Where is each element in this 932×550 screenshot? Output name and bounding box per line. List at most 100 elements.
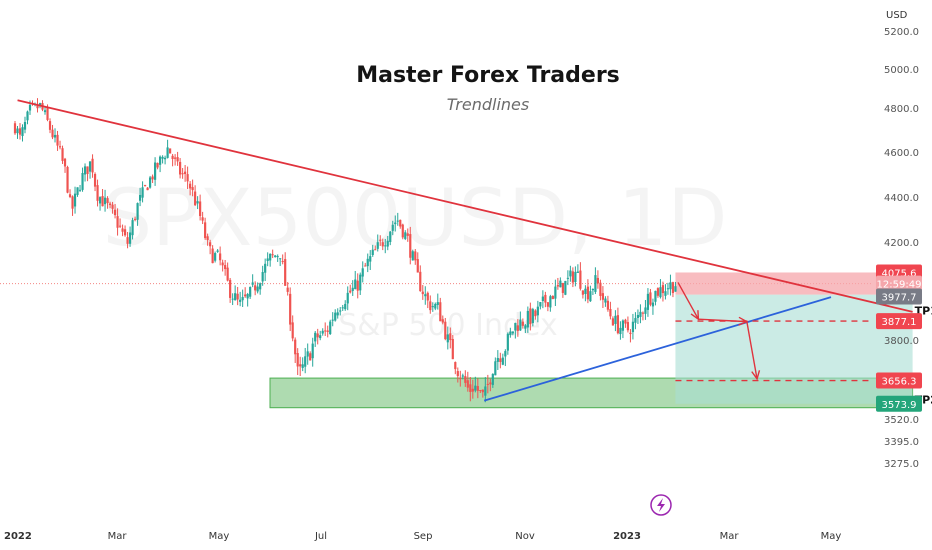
candle-body bbox=[396, 220, 399, 222]
candle-body bbox=[123, 229, 127, 236]
candle-body bbox=[424, 294, 427, 297]
candle-body bbox=[446, 334, 449, 343]
candle-body bbox=[371, 249, 374, 256]
candle-body bbox=[374, 249, 377, 251]
candle-body bbox=[459, 377, 462, 380]
candle-body bbox=[414, 251, 417, 261]
candle-body bbox=[636, 314, 640, 318]
candle-body bbox=[526, 310, 529, 328]
candle-body bbox=[486, 383, 489, 385]
candle-body bbox=[51, 129, 54, 138]
price-tick-label: 4400.0 bbox=[884, 193, 919, 204]
candle-body bbox=[259, 283, 262, 290]
replay-icon[interactable] bbox=[650, 494, 672, 516]
candle-body bbox=[181, 173, 184, 175]
candle-body bbox=[586, 286, 589, 300]
candle-body bbox=[184, 171, 187, 175]
candle-body bbox=[464, 376, 467, 383]
candle-body bbox=[311, 343, 314, 359]
candle-body bbox=[509, 331, 512, 336]
candle-body bbox=[549, 296, 552, 308]
candle-body bbox=[204, 222, 207, 239]
candle-body bbox=[539, 302, 542, 307]
candle-body bbox=[646, 293, 650, 310]
candle-body bbox=[504, 351, 507, 357]
candle-body bbox=[46, 107, 49, 120]
candle-body bbox=[269, 253, 272, 261]
candle-body bbox=[571, 271, 574, 283]
price-badge bbox=[876, 288, 922, 305]
candle-body bbox=[81, 173, 84, 190]
price-axis[interactable]: USD 5200.0 5000.0 4800.0 4600.0 4400.0 4200.0 3… bbox=[884, 10, 919, 470]
candle-body bbox=[624, 319, 627, 324]
candle-body bbox=[148, 177, 152, 188]
candle-body bbox=[531, 309, 534, 324]
candle-body bbox=[456, 371, 459, 377]
time-tick-label: 2023 bbox=[613, 531, 641, 542]
chart-title: Master Forex Traders bbox=[356, 63, 620, 88]
candle-body bbox=[266, 258, 269, 262]
candle-body bbox=[246, 293, 249, 299]
candle-body bbox=[669, 282, 672, 290]
candle-body bbox=[544, 294, 547, 303]
candle-body bbox=[286, 287, 289, 292]
candle-body bbox=[674, 286, 677, 292]
candle-body bbox=[499, 358, 502, 363]
time-tick-label: 2022 bbox=[4, 531, 32, 542]
candle-body bbox=[13, 123, 17, 134]
candle-body bbox=[116, 216, 119, 228]
candle-body bbox=[666, 288, 670, 290]
candle-body bbox=[239, 299, 242, 302]
candle-body bbox=[231, 298, 234, 300]
candle-body bbox=[256, 286, 259, 292]
time-axis[interactable]: 2022 Mar May Jul Sep Nov 2023 Mar May bbox=[4, 531, 841, 542]
candle-body bbox=[158, 156, 162, 165]
candle-body bbox=[106, 198, 109, 204]
candle-body bbox=[249, 287, 252, 297]
candle-body bbox=[349, 290, 352, 293]
candle-body bbox=[73, 193, 77, 207]
candle-body bbox=[221, 262, 224, 266]
candle-body bbox=[58, 146, 62, 148]
candle-body bbox=[451, 339, 454, 360]
candle-body bbox=[314, 332, 317, 342]
candle-body bbox=[156, 162, 159, 168]
candle-body bbox=[436, 302, 439, 305]
price-badge-label: 12:59:49 bbox=[877, 280, 922, 291]
candle-body bbox=[594, 275, 597, 292]
candle-body bbox=[133, 218, 137, 220]
candle-body bbox=[206, 236, 209, 241]
candle-body bbox=[291, 322, 294, 339]
price-badge bbox=[876, 395, 922, 412]
candle-body bbox=[169, 148, 172, 154]
candle-body bbox=[561, 283, 564, 293]
candle-body bbox=[534, 310, 537, 317]
candle-body bbox=[209, 242, 212, 247]
time-tick-label: Mar bbox=[720, 531, 740, 542]
candle-body bbox=[219, 253, 222, 261]
candle-body bbox=[143, 185, 147, 187]
candle-body bbox=[606, 300, 610, 310]
candle-body bbox=[394, 222, 397, 225]
candle-body bbox=[316, 333, 319, 338]
candle-body bbox=[254, 285, 257, 291]
candle-body bbox=[78, 189, 82, 191]
price-tick-label: 4600.0 bbox=[884, 148, 919, 159]
zones-layer bbox=[269, 272, 914, 409]
candle-body bbox=[309, 353, 312, 361]
candle-body bbox=[336, 312, 339, 316]
candle-body bbox=[564, 280, 567, 295]
candle-body bbox=[26, 111, 29, 121]
candle-body bbox=[118, 225, 122, 227]
candle-body bbox=[351, 287, 354, 292]
candle-body bbox=[199, 201, 202, 216]
candle-body bbox=[379, 239, 382, 241]
chart-subtitle: Trendlines bbox=[447, 95, 529, 114]
time-tick-label: Nov bbox=[515, 531, 535, 542]
candle-body bbox=[416, 259, 419, 273]
candle-body bbox=[21, 127, 24, 137]
candle-body bbox=[641, 312, 645, 314]
reward-zone bbox=[675, 294, 913, 404]
candle-body bbox=[524, 325, 527, 329]
